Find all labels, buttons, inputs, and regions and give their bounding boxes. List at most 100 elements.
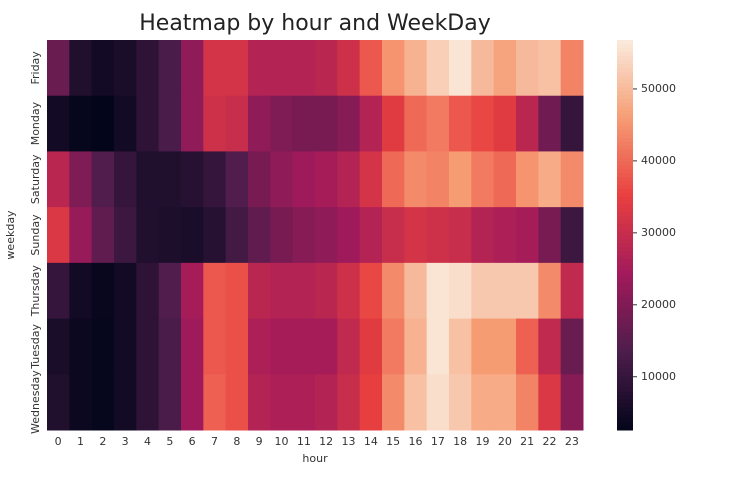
- colorbar-segment: [617, 106, 633, 111]
- colorbar-segment: [617, 51, 633, 57]
- heatmap-cell: [69, 318, 93, 375]
- heatmap-cell: [47, 262, 70, 320]
- colorbar-segment: [617, 157, 633, 162]
- heatmap-cell: [225, 374, 249, 431]
- colorbar-segment: [617, 352, 633, 357]
- heatmap-cell: [560, 151, 584, 208]
- colorbar-segment: [617, 266, 633, 271]
- colorbar-segment: [617, 324, 633, 330]
- heatmap-cell: [136, 374, 160, 431]
- heatmap-cell: [426, 151, 450, 208]
- heatmap-cell: [493, 262, 517, 320]
- x-tick-label: 18: [453, 435, 467, 448]
- heatmap-cell: [516, 40, 539, 97]
- heatmap-cell: [337, 40, 361, 97]
- heatmap-cell: [359, 262, 383, 320]
- heatmap-cell: [114, 40, 137, 97]
- heatmap-cell: [292, 95, 316, 152]
- heatmap-cell: [538, 318, 562, 375]
- colorbar-segment: [617, 375, 633, 380]
- colorbar-segment: [617, 40, 633, 45]
- heatmap-cell: [292, 40, 316, 97]
- heatmap-cell: [516, 374, 539, 431]
- colorbar-segment: [617, 199, 633, 205]
- colorbar-segment: [617, 219, 633, 224]
- heatmap-cell: [449, 95, 472, 152]
- colorbar-segment: [617, 160, 633, 166]
- heatmap-cell: [203, 40, 227, 97]
- heatmap-cell: [181, 95, 204, 152]
- colorbar-segment: [617, 414, 633, 419]
- x-tick-label: 12: [319, 435, 333, 448]
- heatmap-cell: [248, 95, 271, 152]
- heatmap-cell: [538, 374, 562, 431]
- heatmap-cell: [337, 95, 361, 152]
- heatmap-cell: [493, 95, 517, 152]
- heatmap-cell: [382, 40, 405, 97]
- colorbar-segment: [617, 176, 633, 181]
- colorbar-segment: [617, 289, 633, 294]
- heatmap-cell: [404, 262, 428, 320]
- heatmap-cell: [292, 374, 316, 431]
- heatmap-cell: [516, 318, 539, 375]
- x-tick-label: 11: [297, 435, 311, 448]
- colorbar-segment: [617, 426, 633, 431]
- heatmap-cell: [181, 374, 204, 431]
- colorbar-segment: [617, 418, 633, 423]
- colorbar-segment: [617, 47, 633, 53]
- colorbar-segment: [617, 246, 633, 252]
- colorbar-segment: [617, 379, 633, 384]
- colorbar-tick-label: 20000: [641, 298, 676, 311]
- colorbar-segment: [617, 94, 633, 99]
- x-tick-label: 20: [498, 435, 512, 448]
- colorbar-segment: [617, 79, 633, 84]
- y-tick-label: Thursday: [29, 265, 42, 318]
- colorbar-segment: [617, 387, 633, 392]
- colorbar-segment: [617, 238, 633, 244]
- heatmap-cell: [91, 374, 115, 431]
- heatmap-cell: [538, 151, 562, 208]
- colorbar-segment: [617, 383, 633, 388]
- heatmap-cell: [248, 262, 271, 320]
- heatmap-cell: [158, 95, 182, 152]
- heatmap-cell: [181, 40, 204, 97]
- colorbar-tick-label: 40000: [641, 154, 676, 167]
- heatmap-cell: [449, 318, 472, 375]
- x-tick-label: 8: [233, 435, 240, 448]
- colorbar-tick-label: 30000: [641, 226, 676, 239]
- heatmap-cell: [203, 151, 227, 208]
- heatmap-cell: [404, 151, 428, 208]
- colorbar-segment: [617, 250, 633, 255]
- colorbar-segment: [617, 55, 633, 60]
- colorbar-segment: [617, 43, 633, 49]
- heatmap-cell: [181, 207, 204, 264]
- heatmap-cell: [337, 207, 361, 264]
- heatmap-cell: [91, 318, 115, 375]
- x-tick-label: 22: [543, 435, 557, 448]
- heatmap-cell: [136, 40, 160, 97]
- heatmap-cell: [315, 262, 338, 320]
- heatmap-cell: [158, 262, 182, 320]
- heatmap-cell: [560, 262, 584, 320]
- heatmap-cell: [560, 318, 584, 375]
- heatmap-cell: [270, 151, 294, 208]
- heatmap-cell: [471, 151, 495, 208]
- x-tick-label: 23: [565, 435, 579, 448]
- heatmap-cell: [248, 151, 271, 208]
- x-tick-label: 6: [189, 435, 196, 448]
- heatmap-cell: [337, 262, 361, 320]
- heatmap-cell: [471, 40, 495, 97]
- colorbar-segment: [617, 67, 633, 72]
- heatmap-cell: [538, 262, 562, 320]
- heatmap-cell: [248, 374, 271, 431]
- colorbar-segment: [617, 196, 633, 201]
- heatmap-cell: [114, 207, 137, 264]
- colorbar-segment: [617, 422, 633, 427]
- colorbar-segment: [617, 398, 633, 404]
- colorbar-segment: [617, 153, 633, 158]
- heatmap-cell: [47, 207, 70, 264]
- heatmap-cell: [493, 374, 517, 431]
- heatmap-cell: [225, 40, 249, 97]
- colorbar-segment: [617, 258, 633, 263]
